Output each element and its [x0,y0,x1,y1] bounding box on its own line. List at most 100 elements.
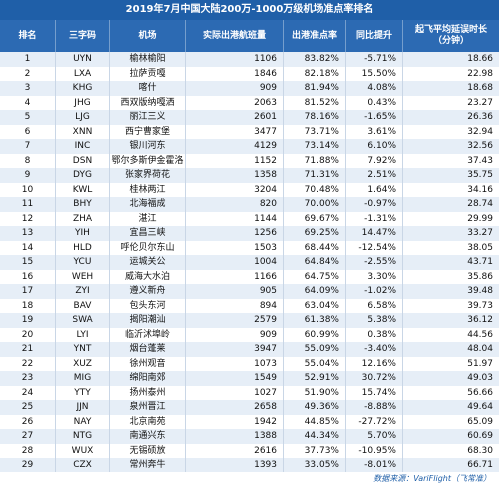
cell-ontime: 44.85% [284,414,346,429]
cell-change: 3.30% [346,269,403,284]
table-row: 25 JJN 泉州晋江 2658 49.36% -8.88% 49.64 [0,400,499,415]
cell-airport: 拉萨贡嘎 [110,66,186,81]
cell-change: 5.38% [346,313,403,328]
cell-airport: 湛江 [110,211,186,226]
cell-departures: 1388 [186,429,284,444]
cell-departures: 1144 [186,211,284,226]
header-rank: 排名 [0,20,56,52]
cell-delay: 23.27 [467,97,493,108]
cell-code: BHY [56,197,110,212]
table-row: 17 ZYI 遵义新舟 905 64.09% -1.02% 39.48 [0,284,499,299]
cell-ontime: 52.91% [284,371,346,386]
cell-airport: 包头东河 [110,298,186,313]
table-row: 22 XUZ 徐州观音 1073 55.04% 12.16% 51.97 [0,356,499,371]
cell-airport: 揭阳潮汕 [110,313,186,328]
cell-airport: 泉州晋江 [110,400,186,415]
cell-change: 4.08% [346,81,403,96]
cell-change: 30.72% [346,371,403,386]
cell-change: 6.58% [346,298,403,313]
cell-ontime: 70.00% [284,197,346,212]
cell-airport: 遵义新舟 [110,284,186,299]
cell-rank: 8 [0,153,56,168]
table-header: 排名 三字码 机场 实际出港航班量 出港准点率 同比提升 起飞平均延误时长 （分… [0,20,499,52]
header-airport: 机场 [110,20,186,52]
cell-delay: 56.66 [467,387,493,398]
cell-delay: 51.97 [467,358,493,369]
cell-ontime: 44.34% [284,429,346,444]
cell-rank: 19 [0,313,56,328]
cell-change: -2.55% [346,255,403,270]
cell-airport: 北京南苑 [110,414,186,429]
table-row: 5 LJG 丽江三义 2601 78.16% -1.65% 26.36 [0,110,499,125]
cell-delay: 39.48 [467,286,493,296]
cell-code: LJG [56,110,110,125]
cell-rank: 13 [0,226,56,241]
cell-airport: 丽江三义 [110,110,186,125]
cell-rank: 11 [0,197,56,212]
cell-change: 6.10% [346,139,403,154]
table-row: 18 BAV 包头东河 894 63.04% 6.58% 39.73 [0,298,499,313]
table-row: 26 NAY 北京南苑 1942 44.85% -27.72% 65.09 [0,414,499,429]
cell-code: KWL [56,182,110,197]
cell-change: 0.38% [346,327,403,342]
cell-code: DSN [56,153,110,168]
cell-departures: 1004 [186,255,284,270]
cell-code: WEH [56,269,110,284]
cell-departures: 1942 [186,414,284,429]
table-row: 3 KHG 喀什 909 81.94% 4.08% 18.68 [0,81,499,96]
cell-ontime: 73.71% [284,124,346,139]
cell-delay: 34.16 [467,184,493,195]
cell-departures: 1846 [186,66,284,81]
table-row: 2 LXA 拉萨贡嘎 1846 82.18% 15.50% 22.98 [0,66,499,81]
cell-rank: 24 [0,385,56,400]
cell-airport: 徐州观音 [110,356,186,371]
cell-ontime: 78.16% [284,110,346,125]
cell-rank: 15 [0,255,56,270]
cell-rank: 2 [0,66,56,81]
cell-code: MIG [56,371,110,386]
table-row: 15 YCU 运城关公 1004 64.84% -2.55% 43.71 [0,255,499,270]
cell-rank: 26 [0,414,56,429]
cell-ontime: 51.90% [284,385,346,400]
header-delay-unit: （分钟） [432,36,469,46]
cell-change: 15.50% [346,66,403,81]
cell-ontime: 69.25% [284,226,346,241]
cell-code: SWA [56,313,110,328]
cell-rank: 21 [0,342,56,357]
cell-airport: 西双版纳嘎洒 [110,95,186,110]
cell-change: 12.16% [346,356,403,371]
cell-change: 7.92% [346,153,403,168]
table-row: 8 DSN 鄂尔多斯伊金霍洛 1152 71.88% 7.92% 37.43 [0,153,499,168]
cell-airport: 北海福成 [110,197,186,212]
table-row: 12 ZHA 湛江 1144 69.67% -1.31% 29.99 [0,211,499,226]
table-row: 6 XNN 西宁曹家堡 3477 73.71% 3.61% 32.94 [0,124,499,139]
cell-rank: 20 [0,327,56,342]
cell-ontime: 71.88% [284,153,346,168]
cell-code: YTY [56,385,110,400]
cell-delay: 49.03 [467,373,493,383]
cell-code: DYG [56,168,110,183]
header-change: 同比提升 [346,20,403,52]
cell-code: ZYI [56,284,110,299]
table-row: 14 HLD 呼伦贝尔东山 1503 68.44% -12.54% 38.05 [0,240,499,255]
cell-rank: 29 [0,458,56,473]
cell-ontime: 55.04% [284,356,346,371]
cell-ontime: 37.73% [284,443,346,458]
cell-rank: 5 [0,110,56,125]
table-row: 23 MIG 绵阳南郊 1549 52.91% 30.72% 49.03 [0,371,499,386]
cell-code: UYN [56,52,110,67]
cell-delay: 18.66 [467,54,493,64]
cell-airport: 扬州泰州 [110,385,186,400]
cell-change: 14.47% [346,226,403,241]
cell-departures: 2579 [186,313,284,328]
cell-departures: 909 [186,327,284,342]
cell-airport: 呼伦贝尔东山 [110,240,186,255]
table-row: 21 YNT 烟台蓬莱 3947 55.09% -3.40% 48.04 [0,342,499,357]
table-row: 9 DYG 张家界荷花 1358 71.31% 2.51% 35.75 [0,168,499,183]
cell-departures: 4129 [186,139,284,154]
cell-departures: 2658 [186,400,284,415]
cell-ontime: 83.82% [284,52,346,67]
cell-airport: 宜昌三峡 [110,226,186,241]
cell-delay: 35.86 [467,271,493,282]
table-body: 1 UYN 榆林榆阳 1106 83.82% -5.71% 18.66 2 LXA 拉萨贡嘎 184… [0,52,499,473]
